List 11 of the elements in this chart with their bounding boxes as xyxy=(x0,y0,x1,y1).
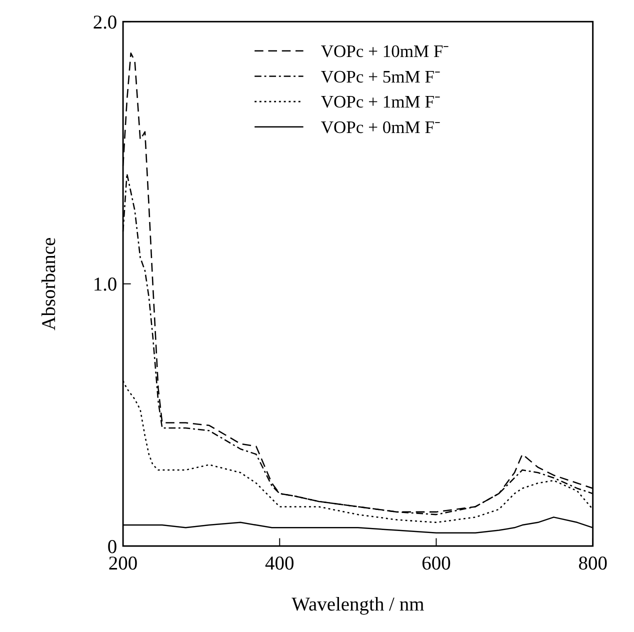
y-tick-label: 2.0 xyxy=(92,12,118,34)
x-tick-label: 400 xyxy=(265,553,294,574)
x-axis-title: Wavelength / nm xyxy=(292,594,424,616)
y-axis-title: Absorbance xyxy=(38,237,60,330)
x-tick-label: 600 xyxy=(422,553,451,574)
legend-label: VOPc + 10mM F⁻ xyxy=(320,41,450,62)
legend-label: VOPc + 1mM F⁻ xyxy=(320,92,440,112)
x-tick-label: 800 xyxy=(578,553,608,574)
y-tick-label: 1.0 xyxy=(92,274,118,296)
legend-label: VOPc + 0mM F⁻ xyxy=(320,117,440,138)
legend-label: VOPc + 5mM F⁻ xyxy=(320,66,440,86)
